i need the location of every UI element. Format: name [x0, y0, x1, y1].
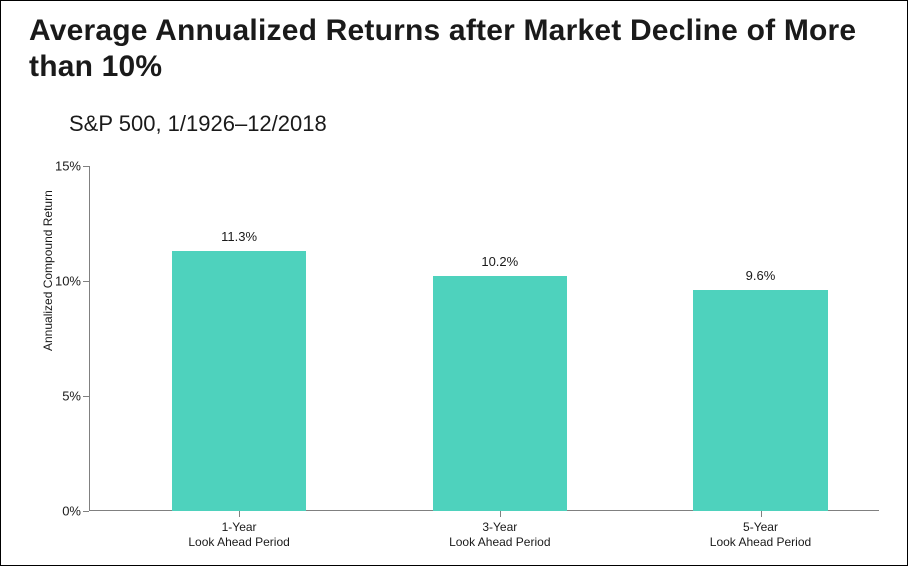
x-tick-label: 5-YearLook Ahead Period [661, 520, 861, 551]
x-tick-label: 1-YearLook Ahead Period [139, 520, 339, 551]
chart-subtitle: S&P 500, 1/1926–12/2018 [69, 111, 327, 137]
x-tick-label-line1: 5-Year [661, 520, 861, 536]
chart-container: Average Annualized Returns after Market … [0, 0, 908, 566]
y-tick [83, 281, 89, 282]
y-tick-label: 10% [41, 274, 81, 289]
x-tick [500, 511, 501, 517]
bar-value-label: 10.2% [433, 254, 567, 269]
bar-value-label: 11.3% [172, 229, 306, 244]
bar-value-label: 9.6% [693, 268, 827, 283]
plot-area: 11.3%10.2%9.6% 0%5%10%15%1-YearLook Ahea… [89, 166, 879, 511]
x-tick [239, 511, 240, 517]
y-tick [83, 511, 89, 512]
bars-group: 11.3% 10.2% 9.6% [89, 166, 879, 511]
y-tick [83, 396, 89, 397]
y-tick [83, 166, 89, 167]
x-tick-label: 3-YearLook Ahead Period [400, 520, 600, 551]
y-tick-label: 0% [41, 504, 81, 519]
chart-title: Average Annualized Returns after Market … [29, 13, 887, 85]
y-tick-label: 15% [41, 159, 81, 174]
bar: 11.3% [172, 251, 306, 511]
x-tick-label-line2: Look Ahead Period [661, 535, 861, 551]
bar: 9.6% [693, 290, 827, 511]
x-tick-label-line1: 1-Year [139, 520, 339, 536]
y-tick-label: 5% [41, 389, 81, 404]
x-tick-label-line2: Look Ahead Period [139, 535, 339, 551]
x-tick-label-line2: Look Ahead Period [400, 535, 600, 551]
bar: 10.2% [433, 276, 567, 511]
x-tick-label-line1: 3-Year [400, 520, 600, 536]
x-tick [761, 511, 762, 517]
y-axis-title: Annualized Compound Return [41, 190, 55, 351]
